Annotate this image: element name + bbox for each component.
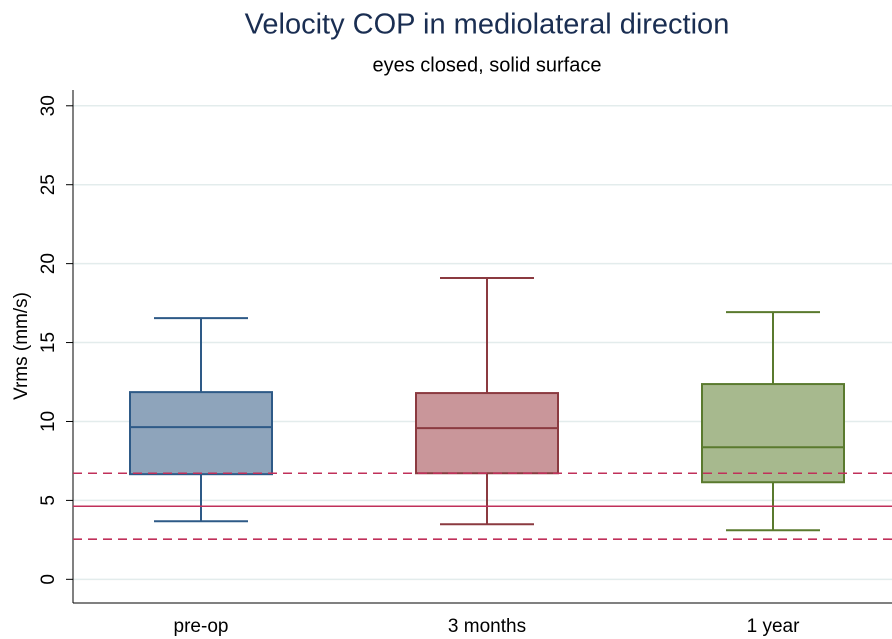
- y-axis-label: Vrms (mm/s): [11, 292, 32, 400]
- y-tick-label: 5: [38, 495, 59, 506]
- y-tick-label: 20: [38, 253, 59, 274]
- y-tick-label: 10: [38, 411, 59, 432]
- x-tick-label: pre-op: [174, 616, 229, 637]
- chart-subtitle: eyes closed, solid surface: [372, 54, 601, 76]
- box: [415, 392, 559, 475]
- y-tick-label: 25: [38, 174, 59, 195]
- box: [701, 383, 845, 484]
- x-tick-label: 1 year: [747, 616, 800, 637]
- y-tick-label: 15: [38, 332, 59, 353]
- y-tick-label: 30: [38, 95, 59, 116]
- box: [129, 391, 273, 476]
- chart-title: Velocity COP in mediolateral direction: [245, 9, 730, 41]
- x-tick-label: 3 months: [448, 616, 526, 637]
- y-tick-label: 0: [38, 574, 59, 585]
